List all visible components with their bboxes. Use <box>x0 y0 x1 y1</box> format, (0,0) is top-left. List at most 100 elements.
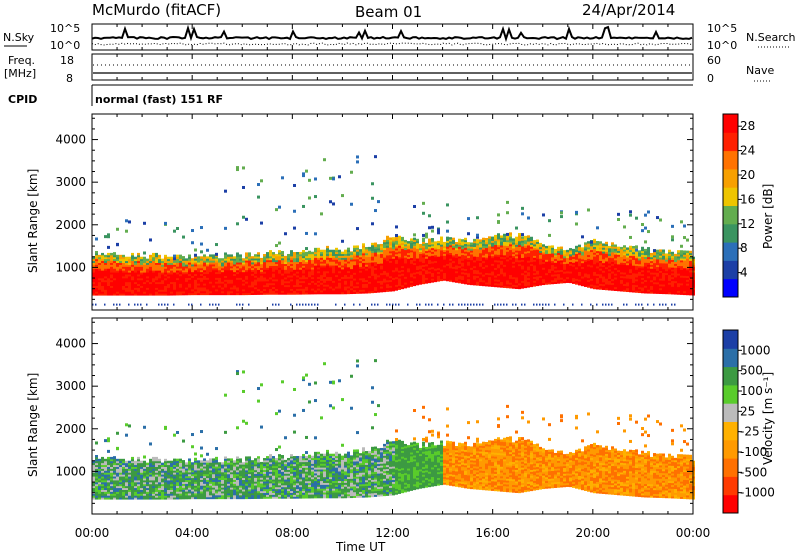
power-cell <box>431 249 434 252</box>
power-cell <box>278 257 281 261</box>
power-cell <box>461 256 464 259</box>
power-cell <box>554 275 557 279</box>
power-cell <box>431 259 434 262</box>
power-cell <box>575 282 578 285</box>
power-cell <box>332 272 335 276</box>
power-cell <box>332 274 335 278</box>
power-cell <box>101 264 104 267</box>
power-cell <box>278 282 281 286</box>
power-cell <box>359 266 362 269</box>
power-cell <box>221 292 224 296</box>
power-cell <box>353 258 356 262</box>
power-cell <box>143 279 146 283</box>
power-cell <box>500 252 503 256</box>
power-cell <box>257 273 260 276</box>
power-cell <box>236 258 239 261</box>
power-cell <box>377 271 380 274</box>
power-cell <box>98 270 101 273</box>
freq-tick-bottom: 8 <box>66 72 73 85</box>
power-cell <box>248 277 251 280</box>
power-cell <box>134 275 137 279</box>
power-cell <box>584 274 587 278</box>
power-cell <box>425 271 428 275</box>
power-cell <box>293 284 296 288</box>
power-cell <box>407 241 410 244</box>
power-cell <box>299 255 302 259</box>
power-cell <box>509 240 512 243</box>
power-cell <box>515 244 518 247</box>
power-cell <box>500 283 503 286</box>
power-cell <box>602 274 605 277</box>
power-cell <box>263 280 266 284</box>
power-cell <box>170 291 173 294</box>
power-cell <box>266 271 269 274</box>
power-cell <box>254 275 257 278</box>
power-cell <box>530 267 533 270</box>
power-cell <box>212 277 215 280</box>
power-cell <box>236 254 239 257</box>
power-cell <box>413 249 416 252</box>
power-cell <box>509 276 512 279</box>
power-cell <box>158 256 161 260</box>
power-cell <box>293 292 296 295</box>
power-cell <box>395 242 398 245</box>
power-cell <box>593 277 596 280</box>
power-cell <box>482 279 485 283</box>
power-cell <box>539 242 542 246</box>
power-cell <box>155 277 158 281</box>
power-cell <box>290 265 293 268</box>
power-cell <box>479 264 482 267</box>
power-cell <box>383 280 386 283</box>
power-cell <box>245 265 248 269</box>
power-cell <box>407 262 410 265</box>
power-cell <box>215 277 218 280</box>
power-cell <box>152 260 155 263</box>
power-cell <box>92 291 95 294</box>
power-cell <box>377 253 380 257</box>
power-cell <box>386 303 388 306</box>
power-cell <box>287 273 290 276</box>
power-cell <box>188 275 191 278</box>
power-cell <box>113 275 116 279</box>
power-cell <box>233 263 236 267</box>
power-cell <box>215 252 218 256</box>
power-cell <box>221 283 224 286</box>
power-cell <box>650 252 653 256</box>
power-cell <box>107 268 110 271</box>
power-cell <box>593 259 596 263</box>
power-cell <box>350 285 353 289</box>
power-cell <box>263 275 266 278</box>
power-cell <box>296 276 299 280</box>
power-cell <box>506 268 509 271</box>
power-cell <box>239 260 242 263</box>
power-cell <box>278 252 281 255</box>
power-cell <box>143 251 146 255</box>
power-cell <box>497 303 499 306</box>
power-cell <box>227 283 230 286</box>
power-cell <box>596 254 599 257</box>
power-cell <box>107 266 110 269</box>
power-cell <box>422 249 425 252</box>
power-cell <box>209 286 212 290</box>
power-cell <box>434 268 437 271</box>
power-cell <box>143 270 146 273</box>
power-cell <box>395 282 398 285</box>
power-cell <box>209 262 212 265</box>
power-cell <box>260 259 263 263</box>
power-cell <box>461 248 464 252</box>
power-cell <box>518 263 521 267</box>
power-cell <box>92 273 95 277</box>
power-cell <box>296 263 299 266</box>
power-cell <box>191 258 194 261</box>
power-cell <box>272 276 275 280</box>
power-cell <box>599 277 602 281</box>
power-cell <box>524 303 526 306</box>
power-cell <box>179 277 182 281</box>
power-cell <box>488 265 491 268</box>
power-cell <box>119 262 122 265</box>
power-cell <box>521 278 524 281</box>
power-cell <box>521 261 524 264</box>
power-cell <box>464 270 467 273</box>
power-cell <box>317 255 320 258</box>
power-cell <box>299 274 302 278</box>
